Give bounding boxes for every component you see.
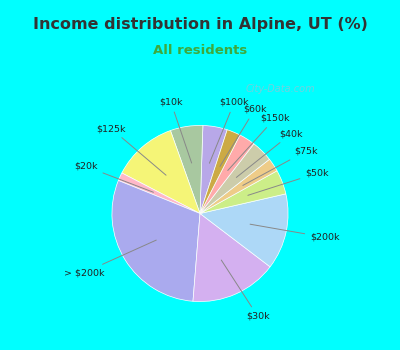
Wedge shape bbox=[200, 135, 254, 214]
Text: $40k: $40k bbox=[236, 129, 303, 177]
Text: City-Data.com: City-Data.com bbox=[245, 84, 315, 94]
Wedge shape bbox=[118, 173, 200, 214]
Wedge shape bbox=[193, 214, 270, 302]
Text: All residents: All residents bbox=[153, 44, 247, 57]
Wedge shape bbox=[200, 159, 277, 214]
Wedge shape bbox=[200, 130, 240, 214]
Text: $50k: $50k bbox=[248, 169, 329, 195]
Wedge shape bbox=[112, 181, 200, 301]
Wedge shape bbox=[200, 126, 227, 214]
Wedge shape bbox=[170, 125, 203, 214]
Wedge shape bbox=[200, 194, 288, 267]
Wedge shape bbox=[200, 144, 270, 214]
Wedge shape bbox=[200, 171, 286, 213]
Text: $200k: $200k bbox=[250, 224, 340, 242]
Text: $20k: $20k bbox=[74, 162, 154, 192]
Text: $60k: $60k bbox=[220, 105, 266, 166]
Text: $125k: $125k bbox=[96, 124, 166, 175]
Text: $10k: $10k bbox=[159, 98, 192, 163]
Text: > $200k: > $200k bbox=[64, 240, 156, 277]
Text: $30k: $30k bbox=[221, 260, 270, 321]
Text: Income distribution in Alpine, UT (%): Income distribution in Alpine, UT (%) bbox=[32, 17, 368, 32]
Text: $75k: $75k bbox=[243, 147, 318, 186]
Text: $100k: $100k bbox=[210, 98, 249, 163]
Wedge shape bbox=[122, 131, 200, 214]
Text: $150k: $150k bbox=[228, 114, 290, 170]
